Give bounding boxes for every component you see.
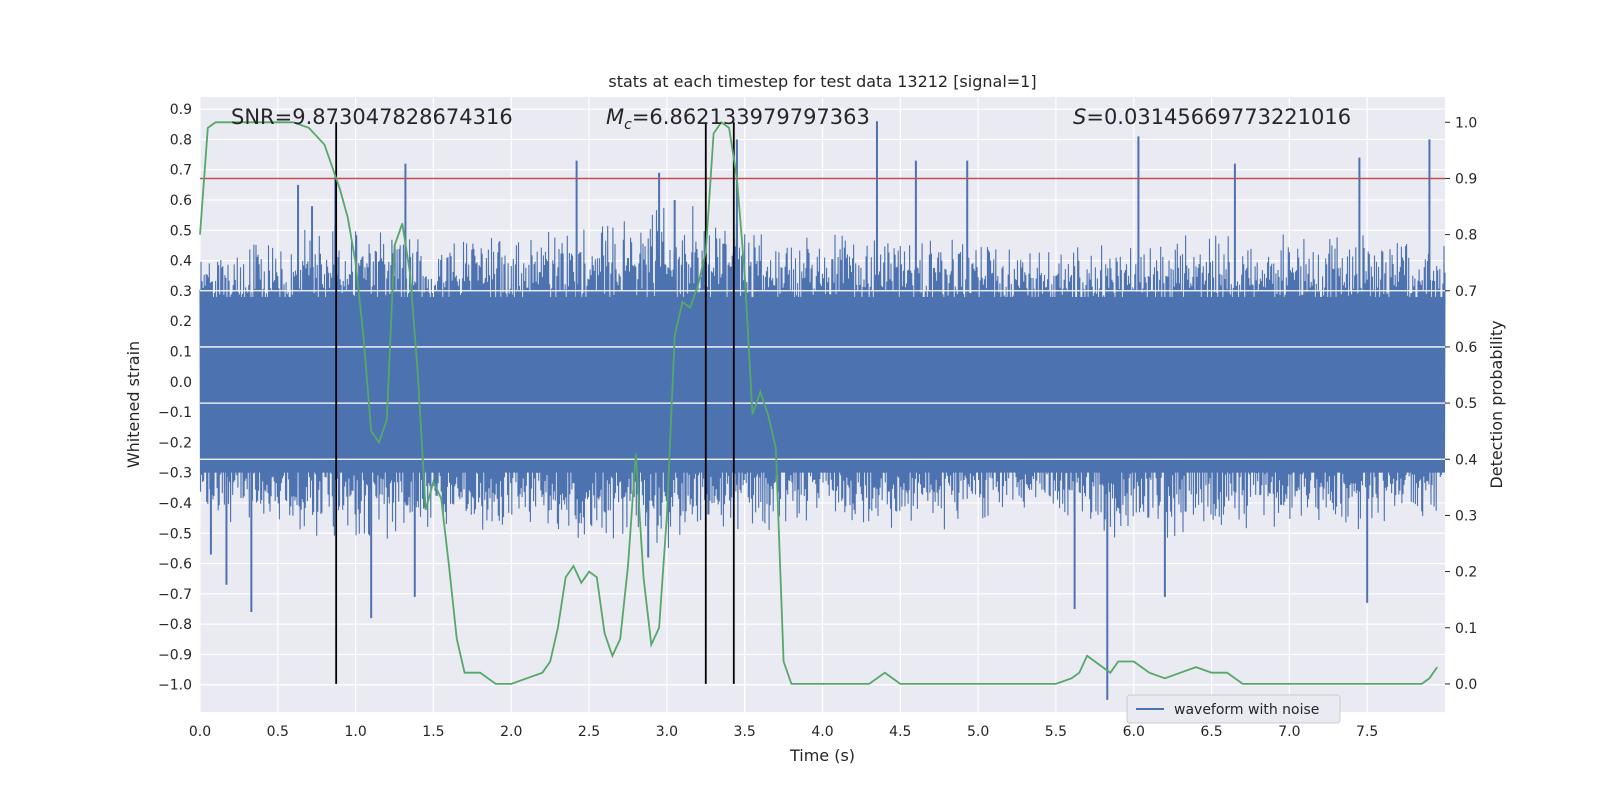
probability-line bbox=[199, 121, 1438, 685]
x-tick-label: 0.0 bbox=[189, 724, 211, 740]
y-left-tick-label: 0.9 bbox=[170, 102, 192, 118]
y-left-tick-label: −0.2 bbox=[158, 435, 192, 451]
y-left-tick-label: 0.7 bbox=[170, 163, 192, 179]
x-tick-label: 4.5 bbox=[889, 724, 911, 740]
y-left-tick-label: −0.1 bbox=[158, 405, 192, 421]
x-tick-label: 2.5 bbox=[578, 724, 600, 740]
y-axis-left-label: Whitened strain bbox=[124, 341, 143, 468]
x-tick-label: 2.0 bbox=[500, 724, 522, 740]
y-axis-right-label: Detection probability bbox=[1487, 320, 1506, 488]
y-right-tick-label: 0.7 bbox=[1455, 284, 1477, 300]
grid-overlay-lines bbox=[200, 290, 1445, 460]
x-tick-label: 3.0 bbox=[656, 724, 678, 740]
y-right-tick-label: 0.3 bbox=[1455, 508, 1477, 524]
y-left-tick-label: −0.6 bbox=[158, 557, 192, 573]
y-right-tick-label: 0.9 bbox=[1455, 171, 1477, 187]
x-tick-label: 7.0 bbox=[1278, 724, 1300, 740]
noise-series bbox=[199, 121, 1446, 700]
mc-value: =6.862133979797363 bbox=[632, 105, 870, 129]
y-left-tick-label: 0.0 bbox=[170, 375, 192, 391]
y-left-tick-label: −0.4 bbox=[158, 496, 192, 512]
s-value: =0.03145669773221016 bbox=[1086, 105, 1351, 129]
legend-label: waveform with noise bbox=[1174, 702, 1319, 718]
y-right-tick-label: 0.6 bbox=[1455, 340, 1477, 356]
legend: waveform with noise bbox=[1126, 694, 1341, 724]
axis-ticks: 0.0 0.5 1.0 1.5 2.0 2.5 3.0 3.5 4.0 4.5 5.0 5.5 6.0 6… bbox=[158, 102, 1477, 740]
y-left-tick-label: 0.4 bbox=[170, 254, 192, 270]
y-right-tick-label: 1.0 bbox=[1455, 115, 1477, 131]
x-tick-label: 6.0 bbox=[1123, 724, 1145, 740]
mc-symbol: M bbox=[606, 105, 624, 129]
snr-annotation: SNR=9.873047828674316 bbox=[231, 105, 513, 129]
x-tick-label: 4.0 bbox=[811, 724, 833, 740]
y-left-tick-label: −0.3 bbox=[158, 466, 192, 482]
y-left-tick-label: −1.0 bbox=[158, 678, 192, 694]
y-left-tick-label: 0.8 bbox=[170, 132, 192, 148]
x-tick-label: 7.5 bbox=[1356, 724, 1378, 740]
legend-box bbox=[1126, 694, 1341, 724]
y-right-tick-label: 0.1 bbox=[1455, 621, 1477, 637]
y-right-tick-label: 0.4 bbox=[1455, 452, 1477, 468]
chart-title: stats at each timestep for test data 132… bbox=[608, 72, 1036, 91]
mc-annotation: Mc=6.862133979797363 bbox=[606, 105, 870, 133]
y-right-tick-label: 0.0 bbox=[1455, 677, 1477, 693]
y-right-tick-label: 0.2 bbox=[1455, 565, 1477, 581]
x-tick-label: 5.5 bbox=[1045, 724, 1067, 740]
probability-series bbox=[199, 121, 1438, 685]
y-left-tick-label: 0.1 bbox=[170, 344, 192, 360]
y-left-tick-label: −0.5 bbox=[158, 526, 192, 542]
y-left-tick-label: 0.3 bbox=[170, 284, 192, 300]
x-tick-label: 3.5 bbox=[734, 724, 756, 740]
y-left-tick-label: 0.2 bbox=[170, 314, 192, 330]
y-left-tick-label: 0.5 bbox=[170, 223, 192, 239]
y-left-tick-label: −0.9 bbox=[158, 647, 192, 663]
noise-core-band bbox=[200, 296, 1445, 473]
x-tick-label: 0.5 bbox=[267, 724, 289, 740]
x-tick-label: 1.5 bbox=[422, 724, 444, 740]
s-symbol: S bbox=[1073, 105, 1086, 129]
y-right-tick-label: 0.5 bbox=[1455, 396, 1477, 412]
x-axis-label: Time (s) bbox=[789, 746, 855, 765]
vertical-markers bbox=[335, 122, 735, 684]
x-tick-label: 1.0 bbox=[344, 724, 366, 740]
y-left-tick-label: −0.8 bbox=[158, 617, 192, 633]
s-annotation: S=0.03145669773221016 bbox=[1073, 105, 1351, 129]
mc-subscript: c bbox=[624, 117, 632, 133]
y-left-tick-label: 0.6 bbox=[170, 193, 192, 209]
y-right-tick-label: 0.8 bbox=[1455, 228, 1477, 244]
x-tick-label: 5.0 bbox=[967, 724, 989, 740]
x-tick-label: 6.5 bbox=[1200, 724, 1222, 740]
y-left-tick-label: −0.7 bbox=[158, 587, 192, 603]
